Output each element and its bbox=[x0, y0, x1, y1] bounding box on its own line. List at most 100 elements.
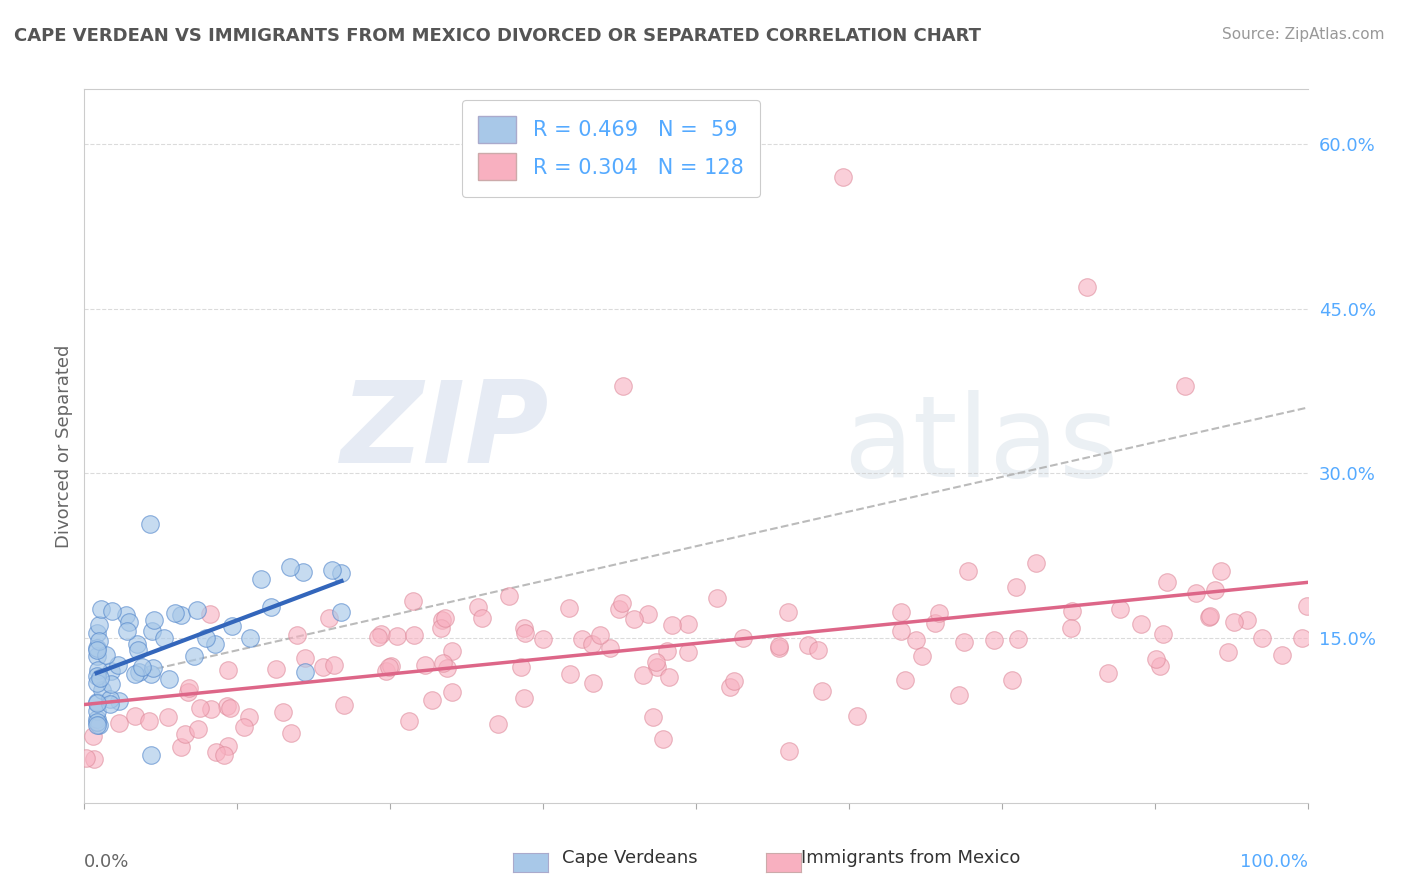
Point bbox=[796, 638, 818, 652]
Point bbox=[1198, 610, 1220, 624]
Point bbox=[658, 670, 681, 684]
Point bbox=[157, 672, 180, 686]
Point bbox=[142, 661, 165, 675]
Point bbox=[641, 710, 664, 724]
Point bbox=[1130, 616, 1153, 631]
Point bbox=[661, 618, 683, 632]
Point bbox=[928, 606, 950, 620]
Point bbox=[1174, 378, 1197, 392]
Point bbox=[115, 607, 138, 622]
Point bbox=[515, 625, 537, 640]
Point bbox=[1007, 632, 1029, 647]
Point bbox=[329, 605, 352, 619]
Point bbox=[87, 718, 110, 732]
Point bbox=[1005, 580, 1028, 594]
Point bbox=[413, 657, 436, 672]
Point bbox=[169, 739, 191, 754]
Point bbox=[953, 634, 976, 648]
Point bbox=[402, 594, 425, 608]
Point bbox=[557, 600, 579, 615]
Point bbox=[486, 716, 509, 731]
Point bbox=[323, 657, 346, 672]
Point bbox=[186, 603, 208, 617]
Point bbox=[190, 701, 212, 715]
Point bbox=[239, 631, 262, 645]
Point bbox=[204, 637, 226, 651]
Text: 100.0%: 100.0% bbox=[1240, 853, 1308, 871]
Point bbox=[204, 745, 226, 759]
Point bbox=[333, 698, 356, 712]
Point bbox=[127, 637, 149, 651]
Text: Immigrants from Mexico: Immigrants from Mexico bbox=[801, 849, 1021, 867]
Point bbox=[89, 634, 111, 648]
Point bbox=[86, 669, 108, 683]
Point bbox=[238, 710, 260, 724]
Point bbox=[370, 626, 392, 640]
Point bbox=[142, 613, 165, 627]
Point bbox=[1296, 599, 1319, 613]
Point bbox=[510, 660, 533, 674]
Point bbox=[676, 616, 699, 631]
Point bbox=[467, 599, 489, 614]
Point bbox=[1144, 652, 1167, 666]
Point bbox=[131, 660, 153, 674]
Point bbox=[174, 727, 197, 741]
Point bbox=[440, 684, 463, 698]
Y-axis label: Divorced or Separated: Divorced or Separated bbox=[55, 344, 73, 548]
Point bbox=[589, 628, 612, 642]
Text: ZIP: ZIP bbox=[340, 376, 550, 487]
Point bbox=[260, 600, 283, 615]
Point bbox=[377, 659, 399, 673]
Point bbox=[1291, 631, 1313, 645]
Point bbox=[1223, 615, 1246, 630]
Point bbox=[531, 632, 554, 646]
Point bbox=[512, 621, 534, 635]
Point bbox=[87, 663, 110, 677]
Point bbox=[141, 624, 163, 638]
Point bbox=[217, 663, 239, 677]
Point bbox=[434, 610, 457, 624]
Point bbox=[1000, 673, 1022, 687]
Point bbox=[1156, 574, 1178, 589]
Point bbox=[718, 680, 741, 694]
Point bbox=[610, 597, 633, 611]
Point bbox=[432, 657, 454, 671]
Point bbox=[280, 725, 302, 739]
Point bbox=[90, 683, 112, 698]
Point bbox=[107, 693, 129, 707]
Point bbox=[127, 642, 149, 657]
Point bbox=[1251, 631, 1274, 645]
Point bbox=[631, 668, 654, 682]
Point bbox=[831, 169, 853, 184]
Point bbox=[107, 657, 129, 672]
Point bbox=[86, 718, 108, 732]
Point bbox=[176, 684, 198, 698]
Point bbox=[374, 664, 396, 678]
Point bbox=[177, 681, 200, 696]
Point bbox=[318, 611, 340, 625]
Point bbox=[1236, 614, 1258, 628]
Point bbox=[733, 631, 755, 645]
Text: 0.0%: 0.0% bbox=[84, 853, 129, 871]
Point bbox=[198, 607, 221, 621]
Point bbox=[890, 605, 912, 619]
Point bbox=[96, 648, 118, 663]
Point bbox=[420, 693, 443, 707]
Point bbox=[294, 650, 316, 665]
Point bbox=[200, 702, 222, 716]
Text: atlas: atlas bbox=[842, 391, 1118, 501]
Text: Cape Verdeans: Cape Verdeans bbox=[562, 849, 697, 867]
Point bbox=[571, 632, 593, 646]
Point bbox=[957, 564, 980, 578]
Point bbox=[321, 563, 343, 577]
Point bbox=[249, 572, 271, 586]
Point bbox=[89, 671, 111, 685]
Point bbox=[652, 732, 675, 747]
Point bbox=[768, 641, 790, 656]
Point bbox=[1205, 582, 1227, 597]
Point bbox=[141, 748, 163, 763]
Point bbox=[657, 643, 679, 657]
Point bbox=[89, 617, 111, 632]
Point bbox=[778, 744, 800, 758]
Point bbox=[1198, 609, 1220, 624]
